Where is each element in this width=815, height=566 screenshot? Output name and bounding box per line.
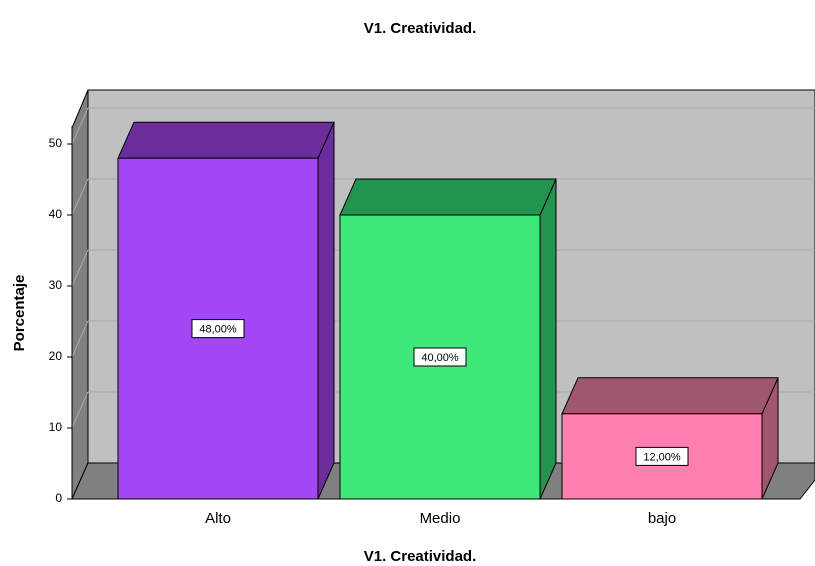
left-wall xyxy=(71,89,89,500)
grid-line xyxy=(71,391,89,429)
chart-title: V1. Creatividad. xyxy=(364,20,477,37)
bar-side xyxy=(539,178,557,500)
y-tick-label: 40 xyxy=(49,207,63,221)
x-tick-label: Alto xyxy=(205,510,231,527)
value-label-box xyxy=(635,446,689,466)
y-axis-label: Porcentaje xyxy=(11,275,28,352)
y-tick-label: 0 xyxy=(55,491,62,505)
bar-top xyxy=(117,121,335,159)
x-tick-label: bajo xyxy=(648,510,676,527)
value-label-box xyxy=(191,319,245,339)
y-tick-label: 50 xyxy=(49,136,63,150)
y-tick-label: 20 xyxy=(49,349,63,363)
bar-top xyxy=(561,377,779,415)
value-label: 48,00% xyxy=(199,324,237,336)
y-tick-label: 10 xyxy=(49,420,63,434)
value-label: 40,00% xyxy=(421,352,459,364)
value-label: 12,00% xyxy=(643,451,681,463)
bar-top xyxy=(339,178,557,216)
x-axis-label: V1. Creatividad. xyxy=(364,548,477,565)
y-tick-label: 30 xyxy=(49,278,63,292)
grid-line xyxy=(71,320,89,358)
grid-line xyxy=(71,249,89,287)
grid-line xyxy=(71,178,89,216)
value-label-box xyxy=(413,347,467,367)
grid-line xyxy=(71,107,89,145)
bar-side xyxy=(317,121,335,500)
x-tick-label: Medio xyxy=(420,510,461,527)
